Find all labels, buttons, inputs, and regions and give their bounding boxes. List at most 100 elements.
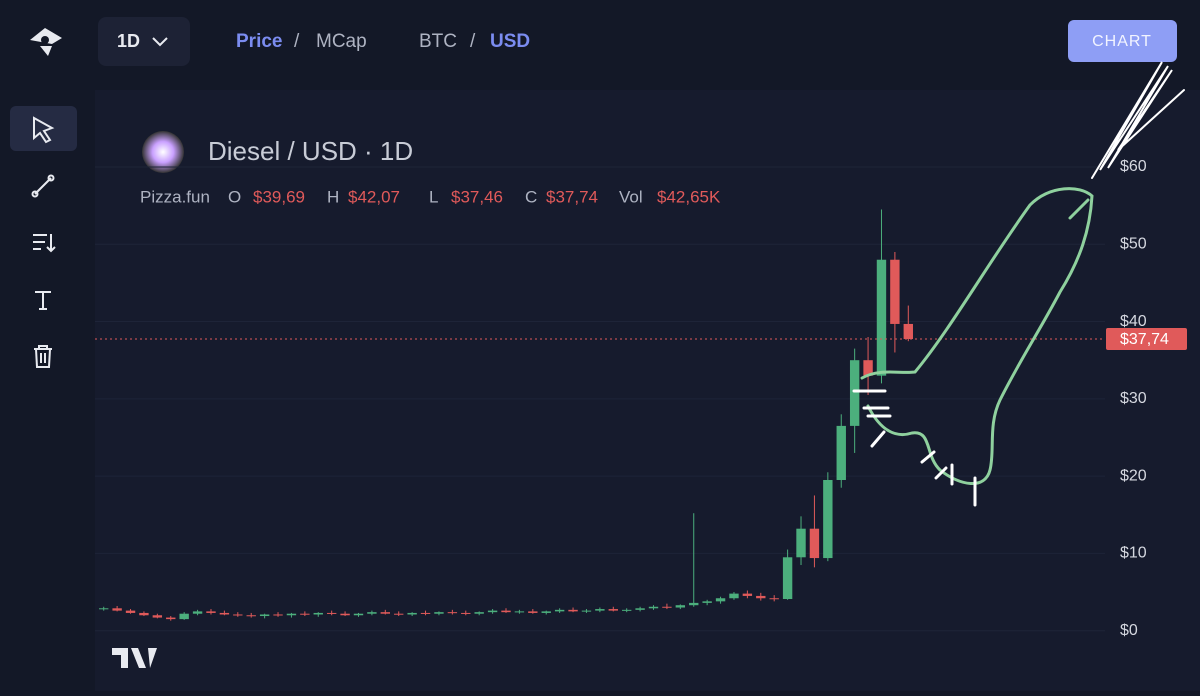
btc-toggle[interactable]: BTC xyxy=(419,31,457,52)
candle-body xyxy=(233,614,243,616)
candle-body xyxy=(581,610,592,612)
mcap-toggle[interactable]: MCap xyxy=(316,31,367,52)
candle-body xyxy=(715,598,726,602)
delete-tool[interactable] xyxy=(34,345,52,368)
candle-body xyxy=(756,595,766,599)
hand-drawing xyxy=(852,61,1185,507)
legend-label: L xyxy=(429,187,438,206)
candle-body xyxy=(394,613,404,615)
y-tick-label: $50 xyxy=(1120,235,1147,252)
candle-body xyxy=(796,528,806,558)
text-tool[interactable] xyxy=(35,291,51,310)
candle-body xyxy=(849,360,860,426)
candle-body xyxy=(635,608,645,610)
candle-body xyxy=(152,615,163,618)
candle-body xyxy=(434,612,444,614)
candle-body xyxy=(313,612,323,615)
candle-body xyxy=(782,557,793,600)
logo-shape xyxy=(30,28,62,44)
y-tick-label: $30 xyxy=(1120,390,1147,407)
candle-body xyxy=(903,323,913,340)
separator: / xyxy=(294,31,300,52)
candle-body xyxy=(809,528,820,559)
candle-body xyxy=(621,609,632,611)
candle-body xyxy=(836,425,846,480)
chart-panel xyxy=(95,90,1200,691)
candle-body xyxy=(326,612,337,614)
line-tool-end xyxy=(31,190,39,198)
candle-body xyxy=(139,612,149,616)
candle-body xyxy=(876,259,887,376)
green-scribble xyxy=(860,187,1094,485)
candle-body xyxy=(675,605,686,608)
candle-body xyxy=(729,593,739,599)
candle-body xyxy=(823,479,833,559)
candle-body xyxy=(179,613,189,620)
candle-body xyxy=(353,613,364,616)
candle-body xyxy=(595,609,605,611)
candle-body xyxy=(890,259,900,324)
chart-button[interactable]: CHART xyxy=(1068,20,1177,62)
candle-body xyxy=(112,608,122,611)
candle-body xyxy=(689,602,699,606)
candle-body xyxy=(447,612,458,614)
legend-label: Vol xyxy=(619,187,643,206)
separator: / xyxy=(470,31,476,52)
candle-body xyxy=(206,611,216,613)
candle-body xyxy=(246,615,256,617)
logo-eye xyxy=(41,36,49,44)
candle-body xyxy=(380,612,391,614)
legend-value: $37,46 xyxy=(451,187,503,206)
chart-title: Diesel / USD · 1D xyxy=(208,136,413,166)
candle-body xyxy=(554,609,565,612)
candle-body xyxy=(541,611,551,613)
candle-body xyxy=(474,612,484,614)
candle-body xyxy=(407,612,417,615)
candle-body xyxy=(219,612,230,615)
legend-value: $42,65K xyxy=(657,187,721,206)
candle-body xyxy=(501,610,511,613)
candle-body xyxy=(286,613,297,616)
white-scribble xyxy=(852,389,977,507)
cursor-tool[interactable] xyxy=(33,116,55,144)
button-bg xyxy=(1068,20,1177,62)
candle-body xyxy=(367,612,377,614)
candle-body xyxy=(528,611,538,613)
interval-box xyxy=(98,17,190,66)
candle-body xyxy=(99,608,109,610)
candle-body xyxy=(742,593,753,596)
y-tick-label: $0 xyxy=(1120,622,1138,639)
usd-toggle[interactable]: USD xyxy=(490,31,530,52)
sort-tool[interactable] xyxy=(33,234,56,253)
candle-body xyxy=(273,614,283,616)
last-price-label: $37,74 xyxy=(1120,331,1169,348)
last-price-box xyxy=(1106,328,1187,351)
y-tick-label: $10 xyxy=(1120,545,1147,562)
candle-body xyxy=(487,610,498,613)
candle-body xyxy=(420,612,431,614)
white-scribble xyxy=(1091,61,1185,179)
y-tick-label: $20 xyxy=(1120,467,1147,484)
price-toggle[interactable]: Price xyxy=(236,31,282,52)
tradingview-logo[interactable] xyxy=(112,648,157,668)
token-icon xyxy=(142,131,184,173)
logo-tip xyxy=(40,46,52,56)
legend-value: $39,69 xyxy=(253,187,305,206)
line-tool[interactable] xyxy=(34,177,52,195)
green-scribble xyxy=(1068,198,1090,220)
button-label: CHART xyxy=(1092,33,1152,50)
candle-body xyxy=(863,360,873,376)
legend-label: H xyxy=(327,187,339,206)
candle-body xyxy=(125,610,136,613)
chevron xyxy=(152,37,168,47)
interval-select[interactable]: 1D xyxy=(98,17,190,66)
legend-value: $37,74 xyxy=(546,187,598,206)
logo[interactable] xyxy=(30,28,62,56)
candle-body xyxy=(259,614,270,617)
legend-label: C xyxy=(525,187,537,206)
legend-value: $42,07 xyxy=(348,187,400,206)
candle-body xyxy=(702,601,712,603)
line-tool-end xyxy=(47,174,55,182)
candle-body xyxy=(514,611,525,613)
